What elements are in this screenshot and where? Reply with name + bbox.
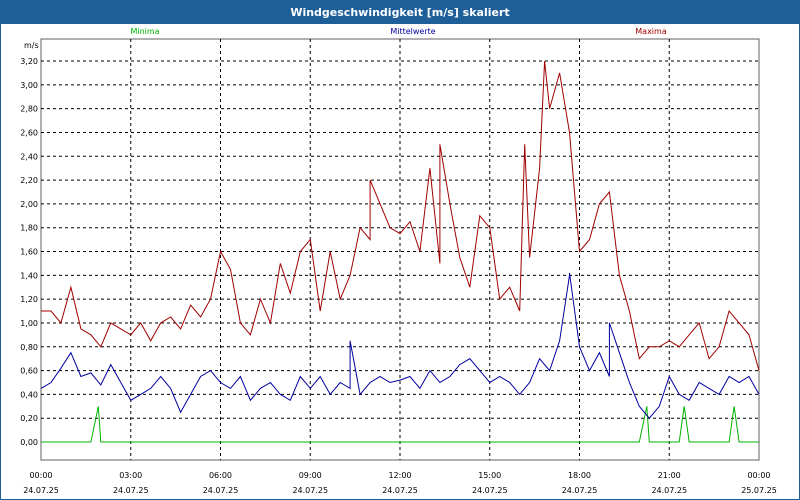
x-tick-date: 24.07.25 (382, 486, 418, 495)
legend-mittelwerte: Mittelwerte (390, 27, 435, 36)
series-line-minima (41, 406, 759, 443)
x-axis: 00:00 24.07.25 03:00 24.07.25 06:00 24.07.25 0… (23, 471, 777, 495)
x-tick-time: 00:00 (29, 471, 52, 480)
y-tick-label: 0,40 (20, 390, 38, 399)
y-tick-label: 2,60 (20, 128, 38, 137)
x-tick-time: 00:00 (747, 471, 770, 480)
x-tick-time: 12:00 (388, 471, 411, 480)
y-tick-label: 1,40 (20, 271, 38, 280)
y-tick-label: 0,80 (20, 343, 38, 352)
y-tick-label: 2,80 (20, 105, 38, 114)
y-tick-label: 0,20 (20, 414, 38, 423)
y-tick-label: 1,20 (20, 295, 38, 304)
legend: Minima Mittelwerte Maxima (130, 27, 666, 36)
y-axis: 0,00 0,20 0,40 0,60 0,80 1,00 1,20 1,40 1,60 1,80… (20, 41, 38, 447)
y-axis-label: m/s (24, 41, 39, 50)
series-group (40, 60, 760, 443)
y-tick-label: 3,20 (20, 57, 38, 66)
y-tick-label: 2,00 (20, 200, 38, 209)
series-line-maxima (41, 60, 760, 371)
y-tick-label: 1,60 (20, 248, 38, 257)
y-tick-label: 1,80 (20, 224, 38, 233)
x-tick-date: 24.07.25 (203, 486, 239, 495)
legend-minima: Minima (130, 27, 159, 36)
y-tick-label: 2,20 (20, 176, 38, 185)
y-tick-label: 1,00 (20, 319, 38, 328)
y-tick-label: 3,00 (20, 81, 38, 90)
y-tick-label: 0,60 (20, 367, 38, 376)
x-tick-date: 25.07.25 (741, 486, 777, 495)
x-tick-time: 18:00 (568, 471, 591, 480)
y-tick-label: 0,00 (20, 438, 38, 447)
x-tick-time: 09:00 (299, 471, 322, 480)
x-tick-date: 24.07.25 (562, 486, 598, 495)
x-tick-date: 24.07.25 (113, 486, 149, 495)
x-tick-time: 06:00 (209, 471, 232, 480)
x-tick-date: 24.07.25 (472, 486, 508, 495)
legend-maxima: Maxima (635, 27, 667, 36)
x-tick-date: 24.07.25 (651, 486, 687, 495)
x-tick-time: 21:00 (658, 471, 681, 480)
y-tick-label: 2,40 (20, 152, 38, 161)
series-line-mittelwerte (40, 272, 760, 419)
x-tick-date: 24.07.25 (292, 486, 328, 495)
x-tick-time: 03:00 (119, 471, 142, 480)
window-title: Windgeschwindigkeit [m/s] skaliert (1, 1, 799, 24)
x-tick-time: 15:00 (478, 471, 501, 480)
x-tick-date: 24.07.25 (23, 486, 59, 495)
